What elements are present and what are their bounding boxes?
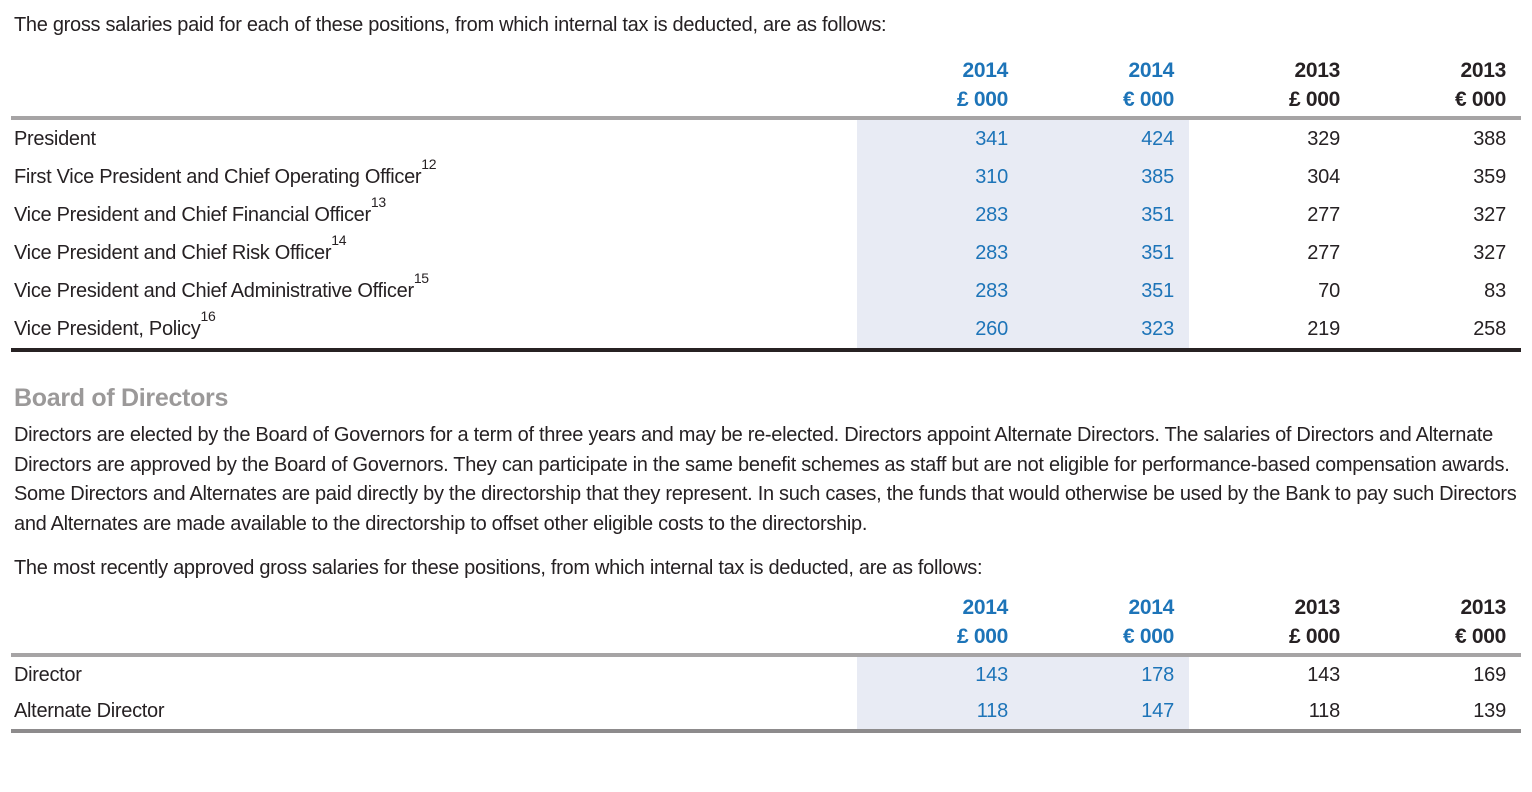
column-unit: £ 000	[1288, 88, 1340, 111]
table-row: Vice President and Chief Risk Officer14 …	[11, 232, 1521, 272]
column-unit: € 000	[1454, 625, 1506, 648]
table-cell: 118	[857, 693, 1023, 729]
table-row: Vice President and Chief Administrative …	[11, 270, 1521, 310]
director-table-intro: The most recently approved gross salarie…	[14, 557, 983, 579]
footnote-ref: 14	[331, 232, 347, 249]
table-cell: 329	[1307, 128, 1340, 150]
table-cell: 327	[1473, 242, 1506, 264]
table-cell: 219	[1307, 318, 1340, 340]
table-cell: 178	[1023, 657, 1189, 693]
column-year: 2013	[1460, 59, 1506, 82]
table-cell: 118	[1308, 700, 1340, 722]
table-cell: 351	[1023, 234, 1189, 272]
table-cell: 260	[857, 310, 1023, 348]
footnote-ref: 16	[200, 308, 216, 325]
table-cell: 351	[1023, 272, 1189, 310]
row-label: Vice President and Chief Administrative …	[14, 270, 429, 302]
table-row: President 341 424 329 388	[11, 120, 1521, 158]
column-year: 2013	[1460, 596, 1506, 619]
column-year: 2014	[962, 59, 1008, 82]
column-unit: £ 000	[1288, 625, 1340, 648]
row-label: Alternate Director	[14, 700, 165, 722]
column-year: 2013	[1294, 596, 1340, 619]
director-table: 2014 £ 000 2014 € 000 2013 £ 000 2013 € …	[11, 593, 1521, 733]
column-unit: € 000	[1454, 88, 1506, 111]
column-year: 2014	[1128, 59, 1174, 82]
table-cell: 385	[1023, 158, 1189, 196]
salary-table: 2014 £ 000 2014 € 000 2013 £ 000 2013 € …	[11, 56, 1521, 352]
table-cell: 351	[1023, 196, 1189, 234]
table-cell: 83	[1484, 280, 1506, 302]
column-unit: £ 000	[956, 625, 1008, 648]
salary-table-header-row: 2014 £ 000 2014 € 000 2013 £ 000 2013 € …	[11, 56, 1521, 116]
table-cell: 283	[857, 234, 1023, 272]
table-cell: 143	[1307, 664, 1340, 686]
column-header-2014-gbp: 2014 £ 000	[857, 593, 1023, 651]
column-header-2013-eur: 2013 € 000	[1355, 56, 1521, 114]
column-unit: £ 000	[956, 88, 1008, 111]
column-header-2014-gbp: 2014 £ 000	[857, 56, 1023, 114]
table-cell: 70	[1318, 280, 1340, 302]
salary-table-intro: The gross salaries paid for each of thes…	[14, 14, 887, 36]
table-row: Director 143 178 143 169	[11, 657, 1521, 693]
table-cell: 359	[1473, 166, 1506, 188]
table-cell: 147	[1023, 693, 1189, 729]
table-cell: 277	[1307, 204, 1340, 226]
table-row: Alternate Director 118 147 118 139	[11, 693, 1521, 729]
row-label: Director	[14, 664, 82, 686]
row-label: President	[14, 128, 96, 150]
director-table-header-row: 2014 £ 000 2014 € 000 2013 £ 000 2013 € …	[11, 593, 1521, 653]
column-header-2013-eur: 2013 € 000	[1355, 593, 1521, 651]
footnote-ref: 13	[370, 194, 386, 211]
director-table-body: Director 143 178 143 169 Alternate Direc…	[11, 653, 1521, 733]
board-of-directors-paragraph: Directors are elected by the Board of Go…	[14, 424, 1517, 535]
table-cell: 277	[1307, 242, 1340, 264]
table-cell: 169	[1473, 664, 1506, 686]
table-row: First Vice President and Chief Operating…	[11, 156, 1521, 196]
row-label: Vice President and Chief Risk Officer14	[14, 232, 347, 264]
row-label: Vice President, Policy16	[14, 308, 216, 340]
column-year: 2014	[962, 596, 1008, 619]
table-cell: 139	[1473, 700, 1506, 722]
column-header-2014-eur: 2014 € 000	[1023, 56, 1189, 114]
salary-table-body: President 341 424 329 388 First Vice Pre…	[11, 116, 1521, 352]
column-header-2013-gbp: 2013 £ 000	[1189, 56, 1355, 114]
column-year: 2013	[1294, 59, 1340, 82]
table-cell: 143	[857, 657, 1023, 693]
footnote-ref: 15	[413, 270, 429, 287]
table-cell: 283	[857, 272, 1023, 310]
footnote-ref: 12	[421, 156, 437, 173]
row-label: First Vice President and Chief Operating…	[14, 156, 437, 188]
table-cell: 283	[857, 196, 1023, 234]
column-header-2014-eur: 2014 € 000	[1023, 593, 1189, 651]
table-row: Vice President, Policy16 260 323 219 258	[11, 308, 1521, 348]
row-label: Vice President and Chief Financial Offic…	[14, 194, 386, 226]
table-cell: 304	[1307, 166, 1340, 188]
column-unit: € 000	[1122, 625, 1174, 648]
table-row: Vice President and Chief Financial Offic…	[11, 194, 1521, 234]
column-year: 2014	[1128, 596, 1174, 619]
table-cell: 258	[1473, 318, 1506, 340]
table-cell: 310	[857, 158, 1023, 196]
table-cell: 327	[1473, 204, 1506, 226]
table-cell: 424	[1023, 120, 1189, 158]
table-cell: 388	[1473, 128, 1506, 150]
table-cell: 323	[1023, 310, 1189, 348]
column-unit: € 000	[1122, 88, 1174, 111]
section-heading-board-of-directors: Board of Directors	[14, 384, 229, 412]
column-header-2013-gbp: 2013 £ 000	[1189, 593, 1355, 651]
table-cell: 341	[857, 120, 1023, 158]
